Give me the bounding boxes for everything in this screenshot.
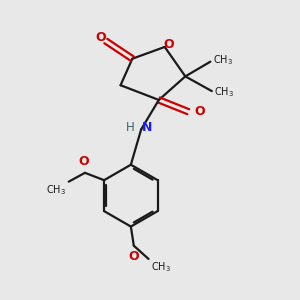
Text: O: O — [194, 105, 205, 118]
Text: O: O — [128, 250, 139, 263]
Text: CH$_3$: CH$_3$ — [151, 260, 171, 274]
Text: O: O — [163, 38, 174, 50]
Text: CH$_3$: CH$_3$ — [214, 86, 234, 100]
Text: CH$_3$: CH$_3$ — [213, 53, 233, 67]
Text: O: O — [95, 31, 106, 44]
Text: O: O — [78, 154, 89, 167]
Text: H: H — [126, 121, 135, 134]
Text: CH$_3$: CH$_3$ — [46, 183, 66, 197]
Text: N: N — [142, 121, 152, 134]
